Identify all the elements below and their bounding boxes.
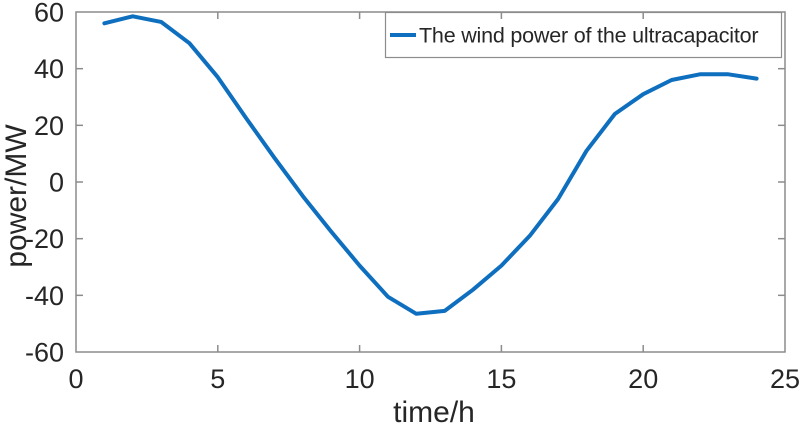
series-group (102, 14, 759, 316)
y-axis-ticks (76, 67, 785, 297)
x-axis-tick-labels: 0 5 10 15 20 25 (68, 364, 800, 394)
x-axis-label: time/h (393, 396, 475, 428)
y-axis-tick-labels: -60 -40 -20 0 20 40 60 (25, 0, 64, 368)
legend-box (384, 11, 783, 59)
y-tick-label: 40 (34, 54, 64, 84)
y-tick-label: -20 (25, 224, 64, 254)
x-axis-ticks (217, 12, 644, 352)
x-tick-label: 0 (68, 364, 83, 394)
legend-label: The wind power of the ultracapacitor (419, 24, 758, 48)
y-tick-label: 20 (34, 111, 64, 141)
y-tick-label: 60 (34, 0, 64, 28)
x-tick-label: 10 (345, 364, 375, 394)
x-tick-label: 20 (628, 364, 658, 394)
x-tick-label: 25 (770, 364, 800, 394)
series-line-wind-power-ultracapacitor (102, 14, 759, 316)
y-tick-label: -40 (25, 281, 64, 311)
plot-area-border (75, 11, 786, 353)
legend: The wind power of the ultracapacitor (384, 11, 783, 59)
x-tick-label: 5 (210, 364, 225, 394)
x-tick-label: 15 (486, 364, 516, 394)
y-axis-label: power/MW (0, 124, 33, 268)
y-tick-label: 0 (49, 168, 64, 198)
y-tick-label: -60 (25, 338, 64, 368)
